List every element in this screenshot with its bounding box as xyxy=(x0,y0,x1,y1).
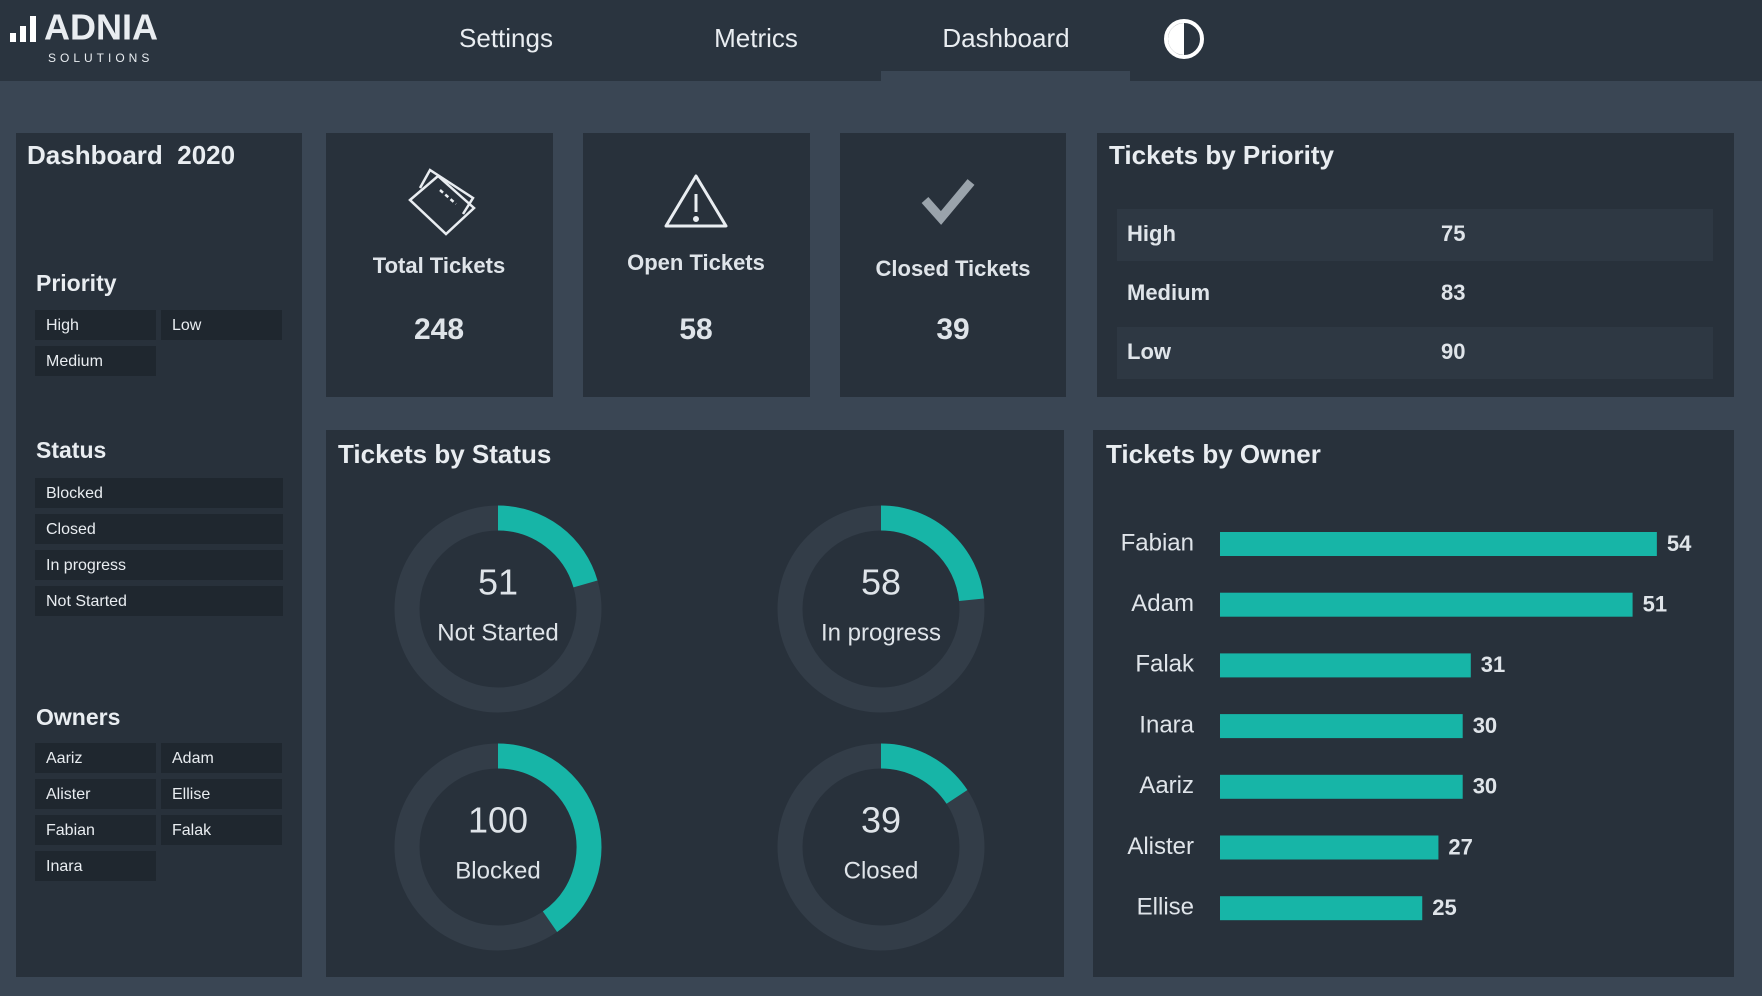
table-row xyxy=(1117,327,1713,379)
kpi-label: Closed Tickets xyxy=(876,256,1031,281)
table-row xyxy=(1117,209,1713,261)
donut-label: Blocked xyxy=(455,857,540,884)
bar xyxy=(1220,774,1463,799)
filter-button[interactable] xyxy=(35,478,283,508)
row-value: 75 xyxy=(1441,221,1465,246)
row-label: High xyxy=(1127,221,1176,246)
panel-title: Tickets by Priority xyxy=(1109,140,1334,170)
logo-subtext: SOLUTIONS xyxy=(48,51,153,65)
bar xyxy=(1220,835,1439,860)
filter-button[interactable] xyxy=(161,815,282,845)
donut-arc xyxy=(497,505,598,588)
filter-option[interactable]: Adam xyxy=(172,750,214,767)
filter-option[interactable]: Inara xyxy=(46,858,83,875)
row-label: Low xyxy=(1127,339,1172,364)
donut-arc xyxy=(880,505,984,602)
bar-label: Inara xyxy=(1139,711,1194,738)
owner-panel xyxy=(1093,430,1734,977)
filter-button[interactable] xyxy=(35,550,283,580)
filter-button[interactable] xyxy=(35,851,156,881)
nav-tab[interactable]: Metrics xyxy=(714,23,798,53)
filter-button[interactable] xyxy=(35,815,156,845)
kpi-label: Open Tickets xyxy=(627,250,765,275)
donut-value: 100 xyxy=(468,800,528,841)
top-bar xyxy=(0,0,1762,81)
filter-heading: Status xyxy=(36,437,106,463)
filter-button[interactable] xyxy=(35,346,156,376)
warning-icon xyxy=(664,174,728,228)
filter-option[interactable]: Closed xyxy=(46,521,96,538)
table-row xyxy=(1117,268,1713,320)
kpi-card xyxy=(840,133,1066,397)
logo-text: ADNIA xyxy=(44,7,158,48)
filter-button[interactable] xyxy=(35,310,156,340)
panel-title: Tickets by Owner xyxy=(1106,439,1321,469)
bar-label: Falak xyxy=(1135,651,1195,678)
nav-tab[interactable]: Settings xyxy=(459,23,553,53)
bar-value: 54 xyxy=(1667,531,1692,556)
ticket-icon xyxy=(408,168,476,236)
filter-option[interactable]: High xyxy=(46,317,79,334)
donut-label: Not Started xyxy=(437,619,558,646)
bar xyxy=(1220,896,1423,921)
bar-value: 30 xyxy=(1473,713,1497,738)
filter-heading: Priority xyxy=(36,270,117,296)
bar-label: Fabian xyxy=(1121,529,1194,556)
kpi-value: 58 xyxy=(679,313,712,346)
filter-button[interactable] xyxy=(35,743,156,773)
row-label: Medium xyxy=(1127,280,1210,305)
filter-button[interactable] xyxy=(161,743,282,773)
bar xyxy=(1220,532,1657,556)
donut-arc xyxy=(497,743,602,932)
bar-label: Alister xyxy=(1127,833,1194,860)
donut-value: 58 xyxy=(861,562,901,603)
filter-button[interactable] xyxy=(35,586,283,616)
sidebar-title: Dashboard 2020 xyxy=(27,140,235,170)
filter-button[interactable] xyxy=(35,779,156,809)
bar-label: Aariz xyxy=(1139,772,1194,799)
filter-option[interactable]: Falak xyxy=(172,822,212,839)
filter-button[interactable] xyxy=(161,310,282,340)
bar-label: Ellise xyxy=(1137,894,1194,921)
filter-option[interactable]: Ellise xyxy=(172,786,210,803)
filter-option[interactable]: Aariz xyxy=(46,750,82,767)
filter-option[interactable]: Medium xyxy=(46,353,103,370)
check-icon xyxy=(921,179,975,225)
filter-option[interactable]: Alister xyxy=(46,786,91,803)
donut-label: Closed xyxy=(844,857,919,884)
bar xyxy=(1220,653,1471,678)
kpi-label: Total Tickets xyxy=(373,253,505,278)
donut-label: In progress xyxy=(821,619,941,646)
filter-button[interactable] xyxy=(35,514,283,544)
kpi-value: 39 xyxy=(936,313,969,346)
filter-button[interactable] xyxy=(161,779,282,809)
bar xyxy=(1220,714,1463,739)
donut-value: 51 xyxy=(478,562,518,603)
row-value: 90 xyxy=(1441,339,1465,364)
bar-value: 30 xyxy=(1473,774,1497,799)
filter-option[interactable]: Not Started xyxy=(46,593,127,610)
filter-option[interactable]: In progress xyxy=(46,557,126,574)
row-value: 83 xyxy=(1441,280,1465,305)
bar-value: 25 xyxy=(1432,895,1456,920)
filter-option[interactable]: Fabian xyxy=(46,822,95,839)
donut-value: 39 xyxy=(861,800,901,841)
theme-toggle[interactable] xyxy=(1164,19,1204,59)
logo: ADNIA SOLUTIONS xyxy=(10,7,158,65)
active-tab-indicator xyxy=(881,71,1130,81)
filter-option[interactable]: Blocked xyxy=(46,485,103,502)
bar-label: Adam xyxy=(1131,590,1194,617)
filter-option[interactable]: Low xyxy=(172,317,202,334)
filter-heading: Owners xyxy=(36,704,120,730)
kpi-value: 248 xyxy=(414,313,464,346)
donut-arc xyxy=(880,743,968,805)
bar xyxy=(1220,592,1633,617)
panel-title: Tickets by Status xyxy=(338,439,551,469)
bar-value: 51 xyxy=(1643,592,1667,617)
bar-value: 31 xyxy=(1481,652,1505,677)
bar-value: 27 xyxy=(1448,834,1472,859)
nav-tab[interactable]: Dashboard xyxy=(942,23,1069,53)
